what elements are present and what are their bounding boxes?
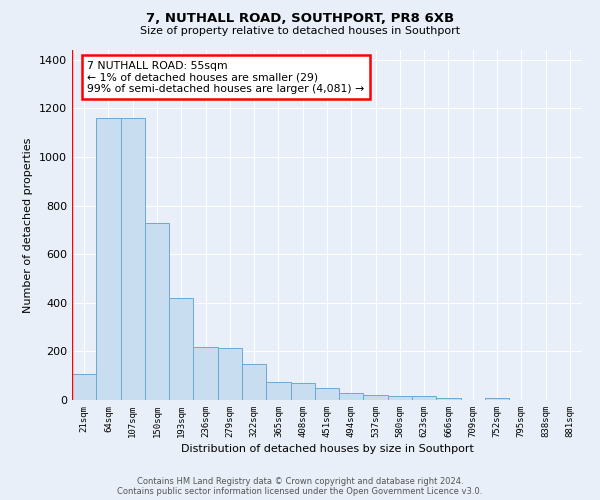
Bar <box>412 396 436 400</box>
Bar <box>339 392 364 400</box>
Bar <box>218 348 242 400</box>
Bar <box>72 374 96 400</box>
Bar <box>266 382 290 400</box>
Bar <box>290 384 315 400</box>
Bar <box>388 396 412 400</box>
Y-axis label: Number of detached properties: Number of detached properties <box>23 138 34 312</box>
Bar <box>485 398 509 400</box>
Bar <box>364 395 388 400</box>
Bar <box>145 222 169 400</box>
Bar <box>121 118 145 400</box>
Text: Contains HM Land Registry data © Crown copyright and database right 2024.
Contai: Contains HM Land Registry data © Crown c… <box>118 476 482 496</box>
Bar <box>193 346 218 400</box>
Bar <box>96 118 121 400</box>
Text: Size of property relative to detached houses in Southport: Size of property relative to detached ho… <box>140 26 460 36</box>
X-axis label: Distribution of detached houses by size in Southport: Distribution of detached houses by size … <box>181 444 473 454</box>
Text: 7, NUTHALL ROAD, SOUTHPORT, PR8 6XB: 7, NUTHALL ROAD, SOUTHPORT, PR8 6XB <box>146 12 454 26</box>
Bar <box>315 388 339 400</box>
Bar <box>242 364 266 400</box>
Bar <box>169 298 193 400</box>
Text: 7 NUTHALL ROAD: 55sqm
← 1% of detached houses are smaller (29)
99% of semi-detac: 7 NUTHALL ROAD: 55sqm ← 1% of detached h… <box>88 60 365 94</box>
Bar <box>436 398 461 400</box>
